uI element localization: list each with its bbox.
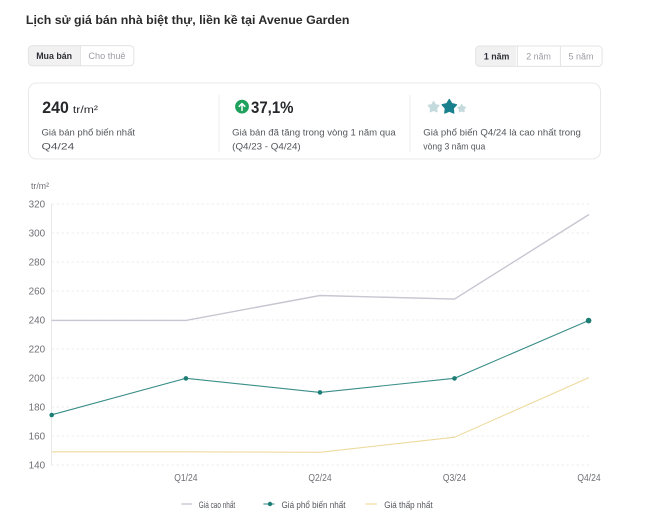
svg-text:200: 200 (29, 374, 46, 385)
svg-text:1 năm: 1 năm (484, 51, 510, 62)
svg-text:Q4/24: Q4/24 (42, 141, 75, 152)
svg-text:140: 140 (29, 461, 46, 472)
svg-text:Q3/24: Q3/24 (443, 473, 467, 484)
svg-text:Q1/24: Q1/24 (174, 473, 198, 484)
svg-text:240: 240 (42, 98, 69, 117)
svg-text:37,1%: 37,1% (251, 98, 294, 117)
svg-text:240: 240 (29, 316, 46, 327)
svg-text:2 năm: 2 năm (526, 51, 551, 62)
svg-text:160: 160 (29, 432, 46, 443)
svg-text:Giá cao nhất: Giá cao nhất (199, 500, 236, 511)
svg-text:Lịch sử giá bán nhà biệt thự,: Lịch sử giá bán nhà biệt thự, liền kề tạ… (26, 13, 350, 27)
svg-text:Giá phổ biến Q4/24 là cao nhất: Giá phổ biến Q4/24 là cao nhất trong (423, 127, 581, 138)
svg-text:tr/m²: tr/m² (31, 181, 49, 192)
svg-text:(Q4/23 - Q4/24): (Q4/23 - Q4/24) (232, 141, 301, 152)
svg-text:5 năm: 5 năm (569, 51, 594, 62)
svg-text:300: 300 (29, 229, 46, 240)
svg-text:Q4/24: Q4/24 (577, 473, 601, 484)
svg-text:Cho thuê: Cho thuê (88, 51, 125, 62)
svg-text:tr/m²: tr/m² (73, 104, 99, 116)
svg-text:180: 180 (29, 403, 46, 414)
svg-text:220: 220 (29, 345, 46, 356)
svg-text:Giá bán phổ biến nhất: Giá bán phổ biến nhất (42, 127, 136, 138)
svg-text:Q2/24: Q2/24 (308, 473, 332, 484)
svg-text:280: 280 (29, 258, 46, 269)
svg-text:Giá thấp nhất: Giá thấp nhất (384, 500, 433, 511)
svg-text:Giá bán đã tăng trong vòng 1 n: Giá bán đã tăng trong vòng 1 năm qua (232, 127, 396, 138)
svg-text:320: 320 (29, 200, 46, 211)
svg-text:Giá phổ biến nhất: Giá phổ biến nhất (282, 500, 346, 511)
svg-text:260: 260 (29, 287, 46, 298)
svg-text:Mua bán: Mua bán (36, 51, 72, 62)
svg-text:vòng 3 năm qua: vòng 3 năm qua (423, 141, 486, 152)
